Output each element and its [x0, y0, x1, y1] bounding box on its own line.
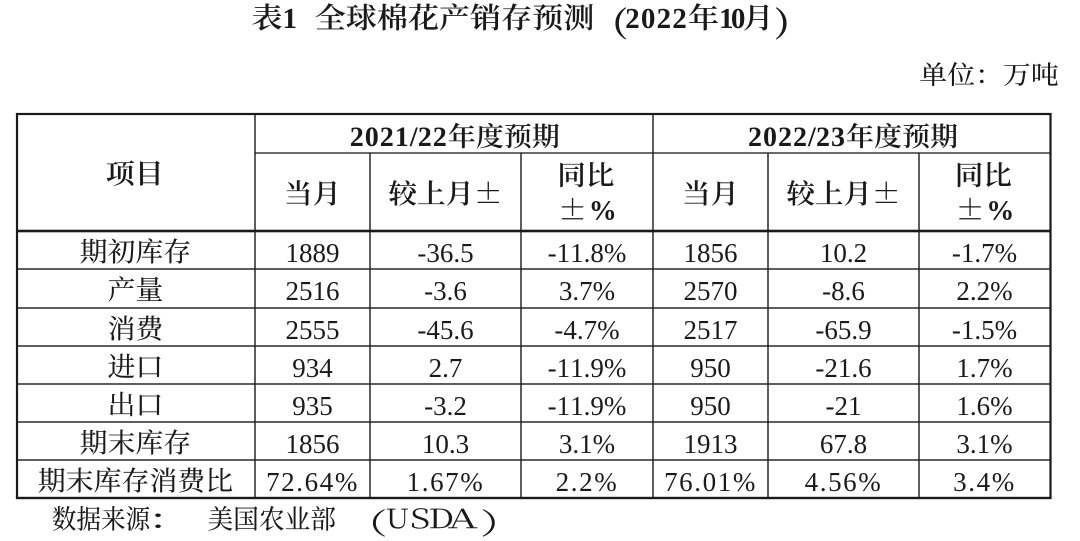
svg-text:-11.9%: -11.9%	[548, 391, 627, 421]
svg-text:-11.8%: -11.8%	[548, 238, 627, 268]
svg-text:950: 950	[690, 353, 731, 383]
svg-text:-1.5%: -1.5%	[952, 315, 1017, 345]
svg-text:2517: 2517	[684, 315, 738, 345]
svg-text:2555: 2555	[286, 315, 340, 345]
svg-text:67.8: 67.8	[820, 429, 867, 459]
svg-text:2.2%: 2.2%	[556, 467, 619, 497]
svg-text:935: 935	[292, 391, 333, 421]
svg-text:1.6%: 1.6%	[956, 391, 1012, 421]
svg-text:-8.6: -8.6	[822, 276, 865, 306]
svg-text:2570: 2570	[684, 276, 738, 306]
svg-text:-45.6: -45.6	[417, 315, 473, 345]
svg-text:1856: 1856	[684, 238, 738, 268]
svg-text:934: 934	[292, 353, 333, 383]
svg-text:10.2: 10.2	[820, 238, 867, 268]
svg-text:1913: 1913	[684, 429, 738, 459]
svg-text:-21: -21	[826, 391, 862, 421]
svg-text:3.7%: 3.7%	[559, 276, 615, 306]
svg-text:4.56%: 4.56%	[805, 467, 883, 497]
svg-text:1.7%: 1.7%	[956, 353, 1012, 383]
svg-text:76.01%: 76.01%	[664, 467, 757, 497]
svg-text:-21.6: -21.6	[815, 353, 871, 383]
svg-text:-3.2: -3.2	[424, 391, 467, 421]
svg-text:1889: 1889	[286, 238, 340, 268]
svg-text:2.7: 2.7	[429, 353, 463, 383]
svg-text:3.4%: 3.4%	[953, 467, 1016, 497]
svg-text:950: 950	[690, 391, 731, 421]
svg-text:1856: 1856	[286, 429, 340, 459]
svg-text:2516: 2516	[286, 276, 340, 306]
svg-text:-1.7%: -1.7%	[952, 238, 1017, 268]
svg-text:10.3: 10.3	[422, 429, 469, 459]
svg-text:-36.5: -36.5	[417, 238, 473, 268]
svg-text:-4.7%: -4.7%	[554, 315, 619, 345]
svg-text:3.1%: 3.1%	[956, 429, 1012, 459]
svg-text:72.64%: 72.64%	[266, 467, 359, 497]
svg-text:-11.9%: -11.9%	[548, 353, 627, 383]
svg-text:-65.9: -65.9	[815, 315, 871, 345]
svg-text:-3.6: -3.6	[424, 276, 467, 306]
svg-text:2.2%: 2.2%	[956, 276, 1012, 306]
svg-text:3.1%: 3.1%	[559, 429, 615, 459]
svg-text:1.67%: 1.67%	[407, 467, 485, 497]
